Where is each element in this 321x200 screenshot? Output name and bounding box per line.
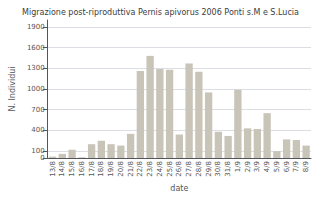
svg-text:1300: 1300 — [27, 64, 45, 72]
svg-text:7/9: 7/9 — [292, 161, 300, 172]
svg-text:25/8: 25/8 — [166, 161, 174, 177]
svg-text:N. Individui: N. Individui — [8, 66, 17, 111]
svg-text:3/9: 3/9 — [253, 161, 261, 172]
svg-text:0: 0 — [40, 154, 44, 162]
svg-text:400: 400 — [31, 126, 44, 134]
svg-text:700: 700 — [31, 106, 44, 114]
svg-text:1900: 1900 — [27, 23, 45, 31]
svg-text:2/9: 2/9 — [244, 161, 252, 172]
svg-text:21/8: 21/8 — [127, 161, 135, 177]
svg-text:1000: 1000 — [27, 85, 45, 93]
svg-text:5/9: 5/9 — [273, 161, 281, 172]
svg-text:1600: 1600 — [27, 44, 45, 52]
svg-text:24/8: 24/8 — [156, 161, 164, 177]
svg-text:27/8: 27/8 — [185, 161, 193, 177]
svg-text:16/8: 16/8 — [78, 161, 86, 177]
svg-text:15/8: 15/8 — [68, 161, 76, 177]
svg-text:20/8: 20/8 — [117, 161, 125, 177]
svg-text:6/9: 6/9 — [283, 161, 291, 172]
svg-text:13/8: 13/8 — [49, 161, 57, 177]
svg-text:30/8: 30/8 — [214, 161, 222, 177]
svg-text:14/8: 14/8 — [58, 161, 66, 177]
svg-text:29/8: 29/8 — [205, 161, 213, 177]
svg-text:8/9: 8/9 — [302, 161, 310, 172]
svg-text:100: 100 — [31, 147, 44, 155]
svg-text:31/8: 31/8 — [224, 161, 232, 177]
svg-text:28/8: 28/8 — [195, 161, 203, 177]
svg-text:1/9: 1/9 — [234, 161, 242, 172]
svg-text:date: date — [170, 184, 188, 193]
svg-text:22/8: 22/8 — [136, 161, 144, 177]
svg-text:23/8: 23/8 — [146, 161, 154, 177]
svg-text:17/8: 17/8 — [88, 161, 96, 177]
svg-text:18/8: 18/8 — [97, 161, 105, 177]
svg-text:4/9: 4/9 — [263, 161, 271, 172]
svg-text:26/8: 26/8 — [175, 161, 183, 177]
svg-text:Migrazione post-riproduttiva P: Migrazione post-riproduttiva Pernis apiv… — [22, 8, 299, 17]
svg-text:19/8: 19/8 — [107, 161, 115, 177]
